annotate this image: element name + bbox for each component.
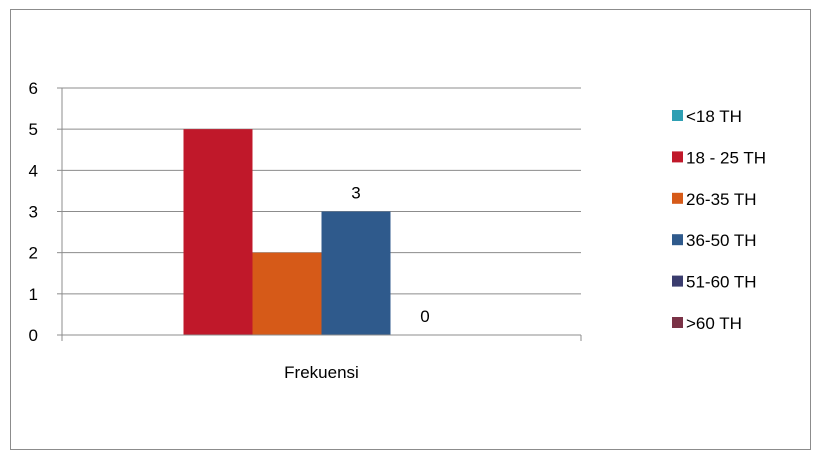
- y-tick-label: 0: [29, 326, 38, 345]
- data-labels: 30: [351, 184, 429, 327]
- y-tick-label: 4: [29, 161, 38, 180]
- bar: [183, 129, 253, 335]
- legend-swatch: [672, 151, 683, 163]
- legend-swatch: [672, 110, 683, 121]
- y-tick-label: 2: [29, 244, 38, 263]
- legend-swatch: [672, 317, 683, 328]
- legend-swatch: [672, 275, 683, 287]
- axes: [57, 87, 582, 341]
- bar: [252, 252, 322, 335]
- legend-label: 26-35 TH: [686, 190, 757, 209]
- y-tick-label: 1: [29, 285, 38, 304]
- legend-swatch: [672, 234, 683, 246]
- legend-label: >60 TH: [686, 314, 742, 333]
- legend-label: 18 - 25 TH: [686, 148, 766, 167]
- data-label: 0: [420, 307, 429, 326]
- x-tick-labels: Frekuensi: [284, 363, 359, 382]
- legend-swatch: [672, 192, 683, 204]
- bar: [321, 211, 391, 335]
- legend-label: 51-60 TH: [686, 273, 757, 292]
- bars: [183, 129, 391, 335]
- x-tick-label: Frekuensi: [284, 363, 359, 382]
- data-label: 3: [351, 184, 360, 203]
- legend-label: <18 TH: [686, 107, 742, 126]
- y-tick-label: 6: [29, 79, 38, 98]
- y-tick-label: 3: [29, 203, 38, 222]
- y-tick-labels: 0 1 2 3 4 5 6: [29, 79, 38, 345]
- legend: <18 TH 18 - 25 TH 26-35 TH 36-50 TH 51-60 TH…: [672, 107, 766, 333]
- legend-label: 36-50 TH: [686, 231, 757, 250]
- y-tick-label: 5: [29, 120, 38, 139]
